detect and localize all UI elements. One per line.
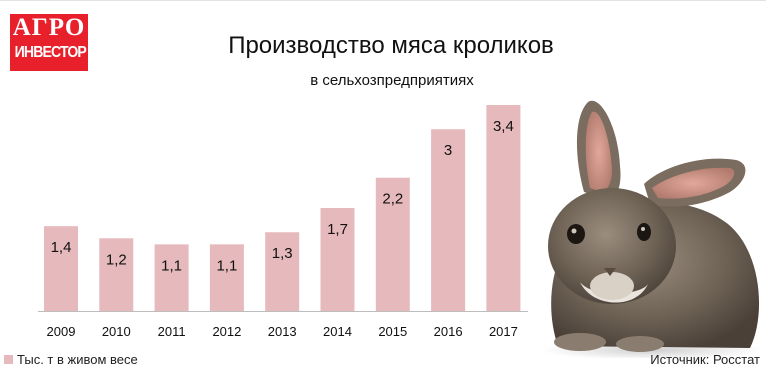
x-tick-label-2011: 2011	[158, 324, 186, 339]
data-label-2015: 2,2	[382, 191, 403, 208]
x-tick-label-2017: 2017	[489, 324, 518, 339]
source-note: Источник: Росстат	[650, 352, 760, 367]
data-label-2014: 1,7	[327, 221, 348, 238]
logo-line-2: ИНВЕСТОР	[14, 44, 87, 61]
legend-label: Тыс. т в живом весе	[17, 352, 138, 367]
data-label-2011: 1,1	[161, 257, 182, 274]
x-tick-label-2015: 2015	[378, 324, 407, 339]
data-label-2009: 1,4	[51, 239, 72, 256]
data-label-2017: 3,4	[493, 118, 514, 135]
x-tick-label-2014: 2014	[323, 324, 352, 339]
data-label-2012: 1,1	[216, 257, 237, 274]
data-label-2016: 3	[444, 142, 452, 159]
data-label-2010: 1,2	[106, 251, 127, 268]
data-label-2013: 1,3	[272, 245, 293, 262]
chart-title: Производство мяса кроликов	[228, 32, 554, 59]
logo-line-1: АГРО	[12, 14, 86, 41]
bar-2013	[265, 232, 300, 311]
x-tick-label-2010: 2010	[102, 324, 131, 339]
legend-swatch	[4, 355, 13, 364]
top-divider	[0, 0, 766, 1]
bar-2015	[375, 177, 410, 311]
bar-2014	[320, 208, 355, 311]
x-tick-label-2016: 2016	[434, 324, 463, 339]
x-tick-label-2012: 2012	[212, 324, 241, 339]
bar-2016	[431, 129, 466, 311]
bar-2009	[44, 226, 78, 311]
bar-2011	[154, 244, 189, 311]
bar-2012	[209, 244, 244, 311]
chart-subtitle: в сельхозпредприятиях	[310, 72, 474, 89]
rabbit-image	[540, 100, 764, 358]
x-tick-label-2013: 2013	[268, 324, 297, 339]
chart-legend: Тыс. т в живом весе	[4, 352, 138, 367]
agroinvestor-logo: АГРО ИНВЕСТОР	[10, 14, 88, 71]
bar-2010	[99, 238, 134, 311]
x-tick-label-2009: 2009	[47, 324, 76, 339]
bar-chart: 1,4 2009 1,2 2010 1,1 2011 1,1 2012 1,3 2013 1,7 20…	[38, 105, 528, 339]
bar-2017	[486, 105, 521, 311]
